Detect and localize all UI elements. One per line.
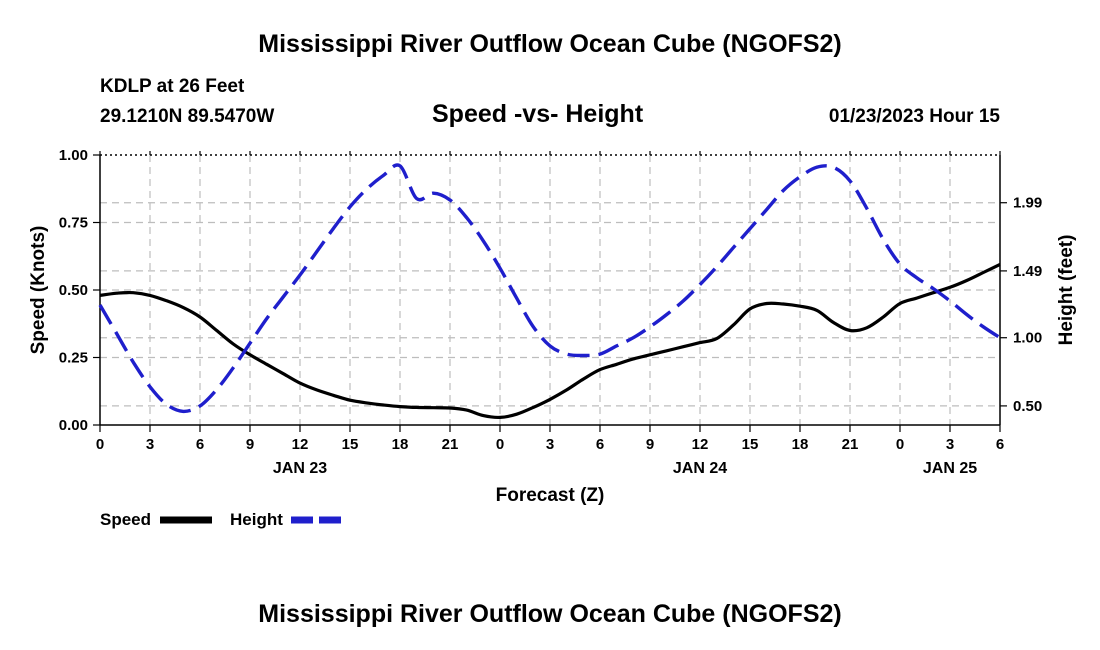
legend-label-speed: Speed [100, 510, 151, 529]
y-tick-label: 0.25 [59, 350, 88, 367]
x-tick-label: 9 [646, 436, 654, 453]
x-tick-label: 9 [246, 436, 254, 453]
station-label: KDLP at 26 Feet [100, 76, 245, 97]
x-tick-label: 12 [692, 436, 709, 453]
x-axis-title: Forecast (Z) [496, 485, 605, 506]
x-tick-label: 0 [496, 436, 504, 453]
x-tick-label: 15 [342, 436, 359, 453]
chart-subtitle: Speed -vs- Height [432, 100, 644, 128]
x-tick-label: 0 [896, 436, 904, 453]
series-line-speed [99, 262, 1001, 420]
x-tick-label: 3 [146, 436, 154, 453]
x-tick-label: 18 [392, 436, 409, 453]
x-tick-label: 21 [442, 436, 459, 453]
forecast-datetime: 01/23/2023 Hour 15 [828, 106, 1000, 127]
x-tick-label: 6 [196, 436, 204, 453]
x-date-label: JAN 25 [923, 460, 977, 477]
legend-label-height: Height [230, 510, 283, 529]
y-tick-label: 1.00 [59, 147, 88, 164]
x-tick-label: 6 [596, 436, 604, 453]
x-tick-label: 18 [792, 436, 809, 453]
y-tick-label: 0.75 [59, 215, 88, 232]
y2-tick-label: 1.49 [1013, 263, 1042, 280]
x-tick-label: 3 [546, 436, 554, 453]
y2-tick-label: 1.99 [1013, 195, 1042, 212]
x-tick-label: 12 [292, 436, 309, 453]
page-title: Mississippi River Outflow Ocean Cube (NG… [258, 30, 842, 58]
y2-axis-title: Height (feet) [1056, 235, 1077, 346]
station-coordinates: 29.1210N 89.5470W [100, 106, 275, 127]
x-tick-label: 3 [946, 436, 954, 453]
x-tick-label: 21 [842, 436, 859, 453]
y2-tick-label: 1.00 [1013, 330, 1042, 347]
y-tick-label: 0.50 [59, 282, 88, 299]
page-title-bottom: Mississippi River Outflow Ocean Cube (NG… [258, 600, 842, 628]
y2-tick-label: 0.50 [1013, 398, 1042, 415]
y-axis-title: Speed (Knots) [28, 226, 49, 355]
series-line-height [98, 163, 1001, 414]
x-tick-label: 0 [96, 436, 104, 453]
x-date-label: JAN 23 [273, 460, 327, 477]
x-date-label: JAN 24 [673, 460, 727, 477]
x-tick-label: 15 [742, 436, 759, 453]
x-tick-label: 6 [996, 436, 1004, 453]
y-tick-label: 0.00 [59, 417, 88, 434]
